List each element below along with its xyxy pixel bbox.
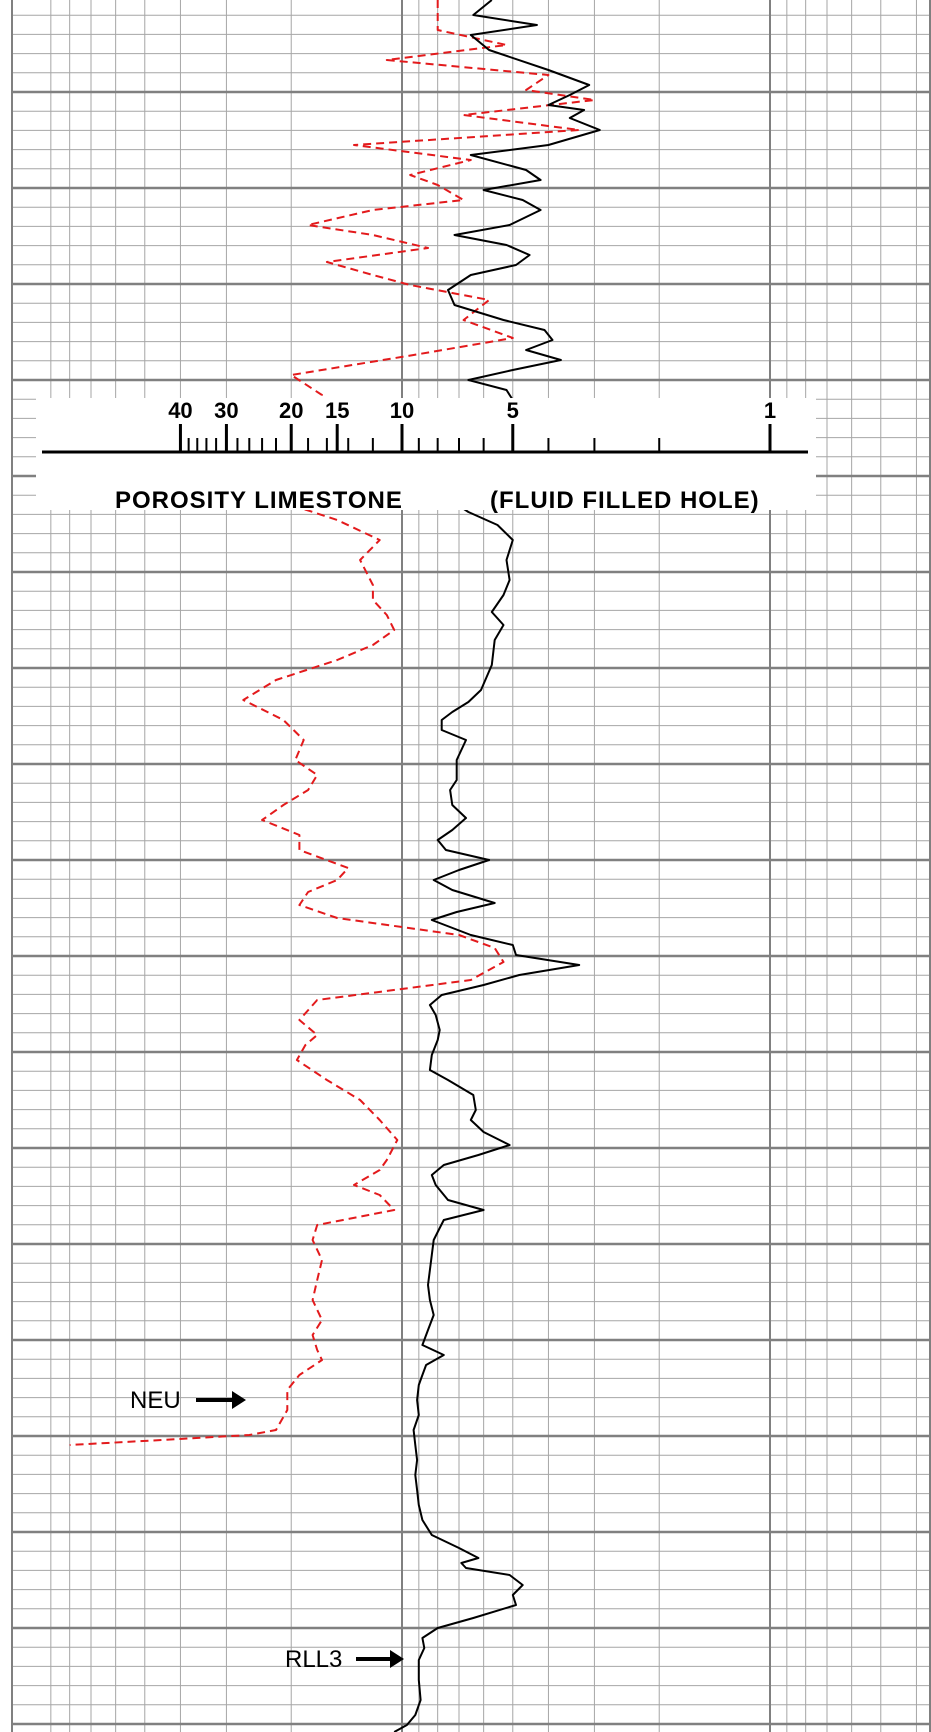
neu-label: NEU bbox=[130, 1387, 181, 1414]
scale-tick-label: 20 bbox=[279, 398, 303, 423]
scale-tick-label: 30 bbox=[214, 398, 238, 423]
scale-tick-label: 15 bbox=[325, 398, 349, 423]
series-neu-line bbox=[69, 0, 596, 1446]
scale-title-right: (FLUID FILLED HOLE) bbox=[490, 487, 760, 514]
scale-tick-labels: 40 30 20 15 10 5 1 bbox=[168, 398, 776, 423]
scale-tick-label: 40 bbox=[168, 398, 192, 423]
annotations: NEU RLL3 bbox=[130, 1387, 404, 1673]
rll3-arrow-head bbox=[390, 1650, 404, 1668]
neu-annotation: NEU bbox=[130, 1387, 246, 1414]
scale-ticks bbox=[178, 424, 772, 452]
rll3-annotation: RLL3 bbox=[285, 1646, 404, 1673]
scale-tick-label: 1 bbox=[764, 398, 776, 423]
neu-arrow-head bbox=[232, 1391, 246, 1409]
porosity-scale: 40 30 20 15 10 5 1 POROSITY LIMESTONE (FLUID F… bbox=[36, 398, 816, 514]
scale-background bbox=[36, 398, 816, 510]
series-rll3-line bbox=[393, 0, 601, 1732]
scale-tick-label: 10 bbox=[390, 398, 414, 423]
scale-tick-label: 5 bbox=[507, 398, 519, 423]
curves bbox=[69, 0, 601, 1732]
scale-title-left: POROSITY LIMESTONE bbox=[115, 487, 403, 514]
rll3-label: RLL3 bbox=[285, 1646, 342, 1673]
